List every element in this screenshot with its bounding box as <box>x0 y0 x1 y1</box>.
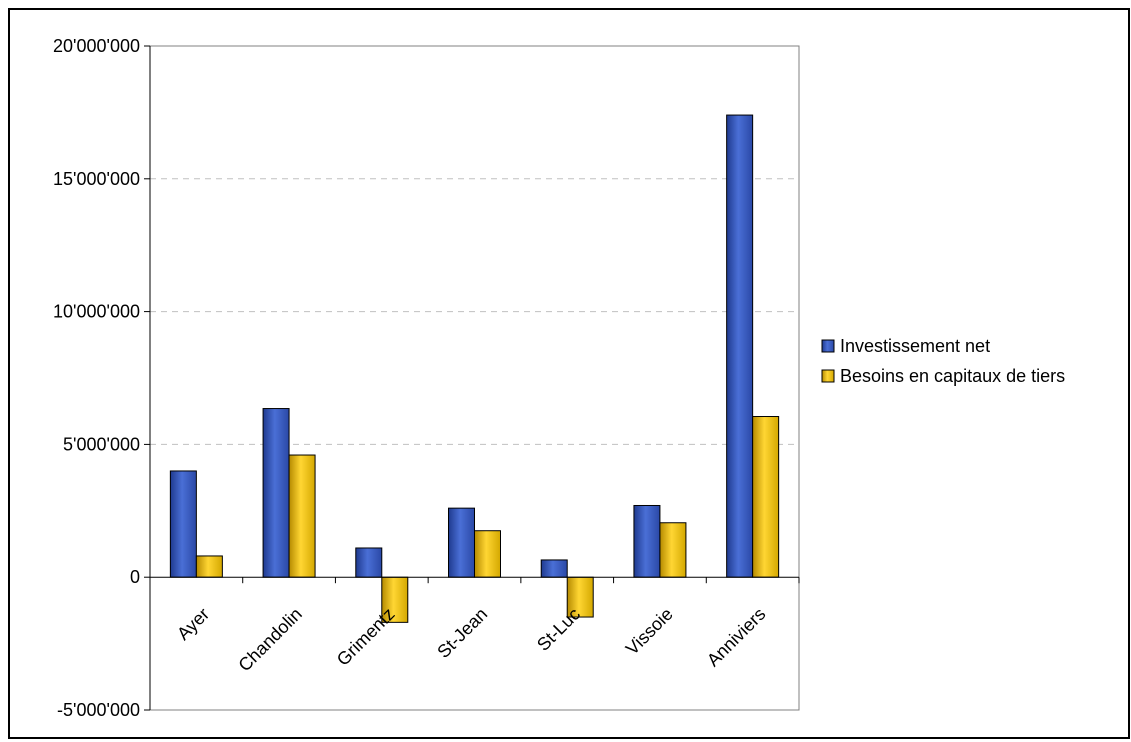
x-tick-label-ayer: Ayer <box>173 604 213 644</box>
y-tick-label: 5'000'000 <box>63 434 140 454</box>
bar-st-luc-series-1 <box>540 559 568 578</box>
legend-label-1: Investissement net <box>840 336 990 356</box>
x-axis-tick-labels: Ayer Chandolin Grimentz St-Jean St-Luc Vissoi… <box>173 604 769 675</box>
legend-swatch-1 <box>821 339 835 353</box>
x-tick-label-vissoie: Vissoie <box>622 604 677 659</box>
x-tick-label-grimentz: Grimentz <box>333 604 399 670</box>
chart-frame: -5'000'000 0 5'000'000 10'000'000 15'000'000… <box>8 8 1130 739</box>
legend-swatch-2 <box>821 369 835 383</box>
y-tick-label: 15'000'000 <box>53 169 140 189</box>
x-tick-label-chandolin: Chandolin <box>234 604 305 675</box>
y-tick-label: 0 <box>130 567 140 587</box>
y-tick-label: -5'000'000 <box>57 700 140 720</box>
y-tick-label: 20'000'000 <box>53 36 140 56</box>
x-tick-label-st-luc: St-Luc <box>533 604 584 655</box>
bar-st-jean-series-2 <box>474 530 501 578</box>
y-axis-tick-labels: -5'000'000 0 5'000'000 10'000'000 15'000'000… <box>53 36 140 720</box>
x-tick-label-anniviers: Anniviers <box>703 604 769 670</box>
bar-ayer-series-1 <box>169 470 197 578</box>
legend-label-2: Besoins en capitaux de tiers <box>840 366 1065 386</box>
y-tick-label: 10'000'000 <box>53 302 140 322</box>
x-tick-label-st-jean: St-Jean <box>433 604 491 662</box>
bar-chandolin-series-1 <box>262 408 290 578</box>
bar-ayer-series-2 <box>195 555 223 578</box>
bar-anniviers-series-1 <box>726 114 754 578</box>
bar-vissoie-series-1 <box>633 504 661 578</box>
bar-chandolin-series-2 <box>288 454 316 578</box>
bars <box>169 114 780 623</box>
bar-anniviers-series-2 <box>752 416 780 578</box>
bar-grimentz-series-2 <box>381 576 409 623</box>
legend: Investissement net Besoins en capitaux de… <box>821 336 1065 386</box>
bar-st-jean-series-1 <box>448 507 475 578</box>
bar-grimentz-series-1 <box>355 547 383 578</box>
bar-chart: -5'000'000 0 5'000'000 10'000'000 15'000'000… <box>53 36 1065 720</box>
gridlines <box>150 178 799 445</box>
bar-vissoie-series-2 <box>659 522 687 578</box>
axes <box>144 45 800 711</box>
bar-st-luc-series-2 <box>566 576 594 618</box>
